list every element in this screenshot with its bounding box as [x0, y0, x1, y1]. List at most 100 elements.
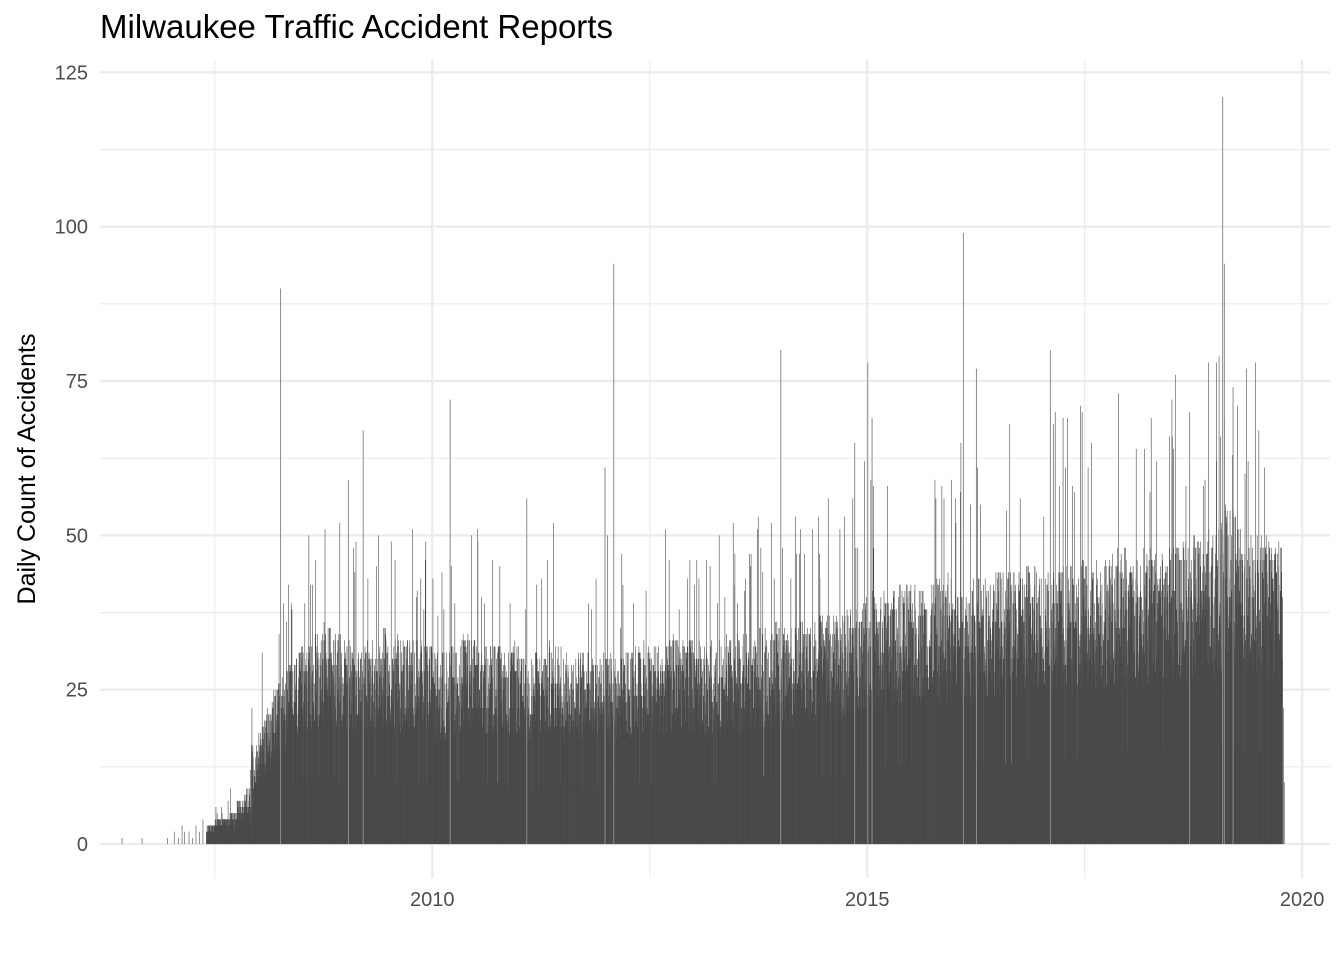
accident-bar	[1260, 547, 1261, 845]
accident-peak-bar	[280, 288, 282, 845]
accident-bar	[716, 702, 717, 845]
accident-bar	[686, 578, 688, 845]
y-tick-label: 25	[66, 680, 88, 702]
accident-bar	[951, 479, 952, 845]
accident-peak-bar	[1223, 263, 1225, 845]
accident-bar	[178, 837, 179, 845]
accident-bar	[977, 467, 978, 845]
accident-bar	[812, 529, 813, 845]
accident-bar	[970, 652, 972, 845]
accident-bar	[425, 541, 427, 845]
accident-bar	[762, 572, 764, 845]
accident-bar	[861, 621, 862, 845]
accident-bar	[607, 535, 608, 845]
accident-bar	[432, 578, 434, 845]
accident-bar	[983, 615, 984, 845]
chart-title: Milwaukee Traffic Accident Reports	[100, 8, 613, 45]
accident-bar	[960, 442, 962, 845]
accident-bar	[750, 553, 752, 845]
accident-peak-bar	[1189, 411, 1191, 845]
accident-bar	[1283, 708, 1284, 845]
y-tick-label: 125	[55, 62, 88, 84]
accident-bar	[484, 603, 485, 845]
accident-bar	[569, 695, 570, 845]
accident-bar	[1162, 578, 1164, 845]
accident-bar	[1054, 411, 1056, 845]
accident-bar	[1273, 590, 1275, 845]
accident-bar	[1010, 658, 1012, 845]
accident-bar	[253, 769, 254, 845]
accident-bar	[412, 529, 413, 845]
accident-bar	[834, 640, 836, 845]
accident-bar	[821, 671, 823, 845]
y-tick-label: 0	[77, 834, 88, 856]
accident-bar	[739, 646, 740, 845]
accident-bar	[376, 566, 378, 845]
accident-bar	[411, 652, 413, 845]
accident-bar	[1150, 418, 1152, 845]
y-tick-label: 75	[66, 371, 88, 393]
accident-bar	[860, 646, 861, 845]
accident-peak-bar	[854, 442, 856, 845]
accident-bar	[829, 640, 831, 845]
accident-peak-bar	[526, 498, 528, 845]
accident-peak-bar	[1222, 97, 1224, 845]
accident-bar	[506, 677, 508, 845]
accident-peak-bar	[780, 350, 782, 845]
accident-bar	[665, 529, 666, 845]
accident-bar	[1091, 442, 1092, 845]
accident-bar	[188, 831, 190, 845]
accident-bar	[390, 541, 392, 845]
accident-bar	[141, 837, 143, 845]
accident-bar	[305, 665, 307, 845]
accident-bar	[714, 695, 715, 845]
accident-bar	[181, 825, 183, 845]
accident-bar	[450, 566, 452, 845]
accident-bar	[375, 658, 376, 845]
accident-bar	[1229, 560, 1231, 845]
accident-bar	[395, 658, 397, 845]
accident-bar	[310, 584, 311, 845]
accident-bar	[668, 560, 670, 845]
accident-bar	[899, 584, 901, 845]
accident-bar	[492, 560, 493, 845]
accident-bar	[1067, 418, 1068, 845]
x-tick-label: 2015	[845, 889, 890, 911]
accident-bar	[776, 634, 777, 845]
accident-bar	[333, 665, 335, 845]
accident-bar	[477, 541, 479, 845]
accident-bar	[710, 646, 712, 845]
accident-bar	[537, 671, 539, 845]
accident-bar	[986, 590, 988, 845]
accident-bar	[337, 689, 339, 845]
accident-bar	[504, 677, 505, 845]
y-tick-label: 50	[66, 525, 88, 547]
accident-bar	[324, 529, 326, 845]
accident-bar	[292, 671, 294, 845]
accident-peak-bar	[613, 263, 615, 845]
accident-bar	[248, 788, 250, 845]
accident-bar	[227, 800, 229, 845]
accident-bar	[750, 566, 751, 845]
accident-bar	[1028, 590, 1029, 845]
accident-bar	[844, 516, 845, 845]
accident-bar	[199, 831, 200, 845]
accident-peak-bar	[871, 418, 873, 845]
accident-bar	[234, 813, 235, 845]
accident-bar	[763, 671, 764, 845]
accident-bar	[457, 677, 459, 845]
accident-bar	[1218, 356, 1220, 845]
accident-bar	[278, 634, 280, 845]
accident-bar	[1004, 627, 1006, 845]
accident-bar	[717, 714, 719, 845]
accident-bar	[308, 535, 310, 845]
x-tick-label: 2010	[410, 889, 455, 911]
accident-bar	[349, 677, 351, 845]
accident-bar	[261, 652, 263, 845]
accident-bar	[621, 553, 623, 845]
accident-bar	[1174, 374, 1176, 845]
accident-bar	[1233, 584, 1235, 845]
accident-bar	[1211, 547, 1212, 845]
accident-peak-bar	[867, 362, 869, 845]
accident-bar	[597, 702, 598, 845]
